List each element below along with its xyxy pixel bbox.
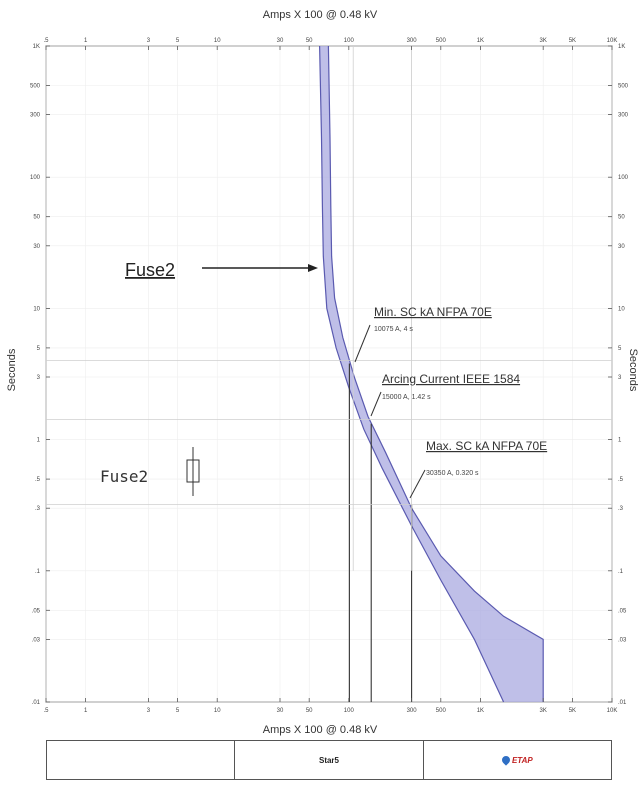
x-tick-label-bottom: 1 bbox=[84, 708, 88, 714]
arcing-annotation: Arcing Current IEEE 1584 15000 A, 1.42 s bbox=[370, 372, 520, 417]
y-tick-label-right: 1 bbox=[618, 438, 622, 444]
x-tick-label-bottom: 30 bbox=[277, 708, 284, 714]
right-axis-title: Seconds bbox=[627, 349, 639, 392]
curve-layer bbox=[319, 45, 544, 703]
x-tick-label-top: 3K bbox=[540, 38, 547, 44]
fuse-band-fill bbox=[319, 46, 544, 702]
y-tick-label-right: 30 bbox=[618, 244, 625, 250]
min-sc-annotation: Min. SC kA NFPA 70E 10075 A, 4 s bbox=[354, 305, 492, 363]
x-tick-label-bottom: 100 bbox=[344, 708, 355, 714]
fuse2-callout: Fuse2 bbox=[125, 260, 318, 280]
y-tick-label-right: 10 bbox=[618, 306, 625, 312]
x-tick-label-bottom: 10 bbox=[214, 708, 221, 714]
y-tick-label-right: .05 bbox=[618, 608, 627, 614]
y-tick-label-left: 1K bbox=[33, 44, 40, 50]
total-clear-curve bbox=[327, 45, 544, 702]
tick-layer: .5 .5 1 1 3 3 5 5 10 10 30 30 50 50 100 100 300 300 500 500… bbox=[30, 38, 629, 714]
y-tick-label-right: 5 bbox=[618, 346, 622, 352]
y-tick-label-left: 300 bbox=[30, 113, 41, 119]
fuse2-callout-label: Fuse2 bbox=[125, 260, 175, 280]
y-tick-label-left: .05 bbox=[32, 608, 41, 614]
y-tick-label-right: 3 bbox=[618, 375, 622, 381]
max-sc-pointer bbox=[409, 469, 426, 499]
y-tick-label-left: 50 bbox=[33, 215, 40, 221]
max-sc-sub: 30350 A, 0.320 s bbox=[426, 470, 479, 477]
y-tick-label-right: 500 bbox=[618, 83, 629, 89]
min-sc-pointer bbox=[354, 324, 371, 363]
top-axis-title: Amps X 100 @ 0.48 kV bbox=[263, 9, 378, 21]
arcing-title: Arcing Current IEEE 1584 bbox=[382, 372, 520, 386]
etap-logo: ETAP bbox=[500, 754, 533, 766]
x-tick-label-top: 10K bbox=[607, 38, 618, 44]
x-tick-label-top: 50 bbox=[306, 38, 313, 44]
arcing-pointer bbox=[370, 391, 382, 417]
x-tick-label-top: 500 bbox=[436, 38, 447, 44]
x-tick-label-top: 100 bbox=[344, 38, 355, 44]
footer-left-cell bbox=[47, 741, 236, 779]
x-tick-label-top: 1 bbox=[84, 38, 88, 44]
y-tick-label-left: 100 bbox=[30, 175, 41, 181]
footer-star-label: Star5 bbox=[318, 755, 339, 765]
y-tick-label-right: .5 bbox=[618, 477, 624, 483]
y-tick-label-left: 500 bbox=[30, 83, 41, 89]
y-tick-label-left: .5 bbox=[35, 477, 41, 483]
max-sc-title: Max. SC kA NFPA 70E bbox=[426, 439, 547, 453]
bottom-axis-title: Amps X 100 @ 0.48 kV bbox=[263, 724, 378, 736]
y-tick-label-left: .03 bbox=[32, 637, 41, 643]
y-tick-label-right: .01 bbox=[618, 700, 627, 706]
x-tick-label-top: 30 bbox=[277, 38, 284, 44]
x-tick-label-bottom: .5 bbox=[43, 708, 49, 714]
x-tick-label-top: 1K bbox=[477, 38, 484, 44]
footer-bar: Star5 ETAP bbox=[46, 740, 612, 780]
y-tick-label-left: 30 bbox=[33, 244, 40, 250]
max-sc-annotation: Max. SC kA NFPA 70E 30350 A, 0.320 s bbox=[409, 439, 547, 499]
left-axis-title: Seconds bbox=[6, 348, 18, 391]
y-tick-label-right: 50 bbox=[618, 215, 625, 221]
fuse-symbol-icon bbox=[186, 447, 200, 496]
min-melt-curve bbox=[319, 45, 505, 703]
x-tick-label-top: 5K bbox=[569, 38, 576, 44]
y-tick-label-right: 1K bbox=[618, 44, 625, 50]
x-tick-label-bottom: 3K bbox=[540, 708, 547, 714]
y-tick-label-right: 100 bbox=[618, 175, 629, 181]
x-tick-label-bottom: 500 bbox=[436, 708, 447, 714]
x-tick-label-bottom: 1K bbox=[477, 708, 484, 714]
fuse2-callout-arrowhead bbox=[308, 264, 318, 272]
x-tick-label-bottom: 300 bbox=[407, 708, 418, 714]
y-tick-label-left: 10 bbox=[33, 306, 40, 312]
footer-middle-cell: Star5 bbox=[235, 741, 424, 779]
y-tick-label-left: .3 bbox=[35, 506, 41, 512]
x-tick-label-top: 5 bbox=[176, 38, 180, 44]
min-sc-title: Min. SC kA NFPA 70E bbox=[374, 305, 492, 319]
logo-text: ETAP bbox=[511, 755, 533, 765]
y-tick-label-right: .1 bbox=[618, 569, 624, 575]
x-tick-label-bottom: 5K bbox=[569, 708, 576, 714]
x-tick-label-top: 300 bbox=[407, 38, 418, 44]
fuse-legend-label: Fuse2 bbox=[100, 467, 148, 486]
x-tick-label-bottom: 50 bbox=[306, 708, 313, 714]
footer-right-cell: ETAP bbox=[424, 741, 611, 779]
arcing-sub: 15000 A, 1.42 s bbox=[382, 394, 431, 401]
min-sc-sub: 10075 A, 4 s bbox=[374, 326, 413, 333]
y-tick-label-left: 3 bbox=[37, 375, 41, 381]
y-tick-label-left: 1 bbox=[37, 438, 41, 444]
y-tick-label-left: 5 bbox=[37, 346, 41, 352]
x-tick-label-top: 3 bbox=[147, 38, 151, 44]
reference-lines bbox=[46, 46, 612, 702]
y-tick-label-right: .03 bbox=[618, 637, 627, 643]
x-tick-label-bottom: 10K bbox=[607, 708, 618, 714]
logo-drop-icon bbox=[500, 754, 512, 766]
x-tick-label-top: .5 bbox=[43, 38, 49, 44]
x-tick-label-top: 10 bbox=[214, 38, 221, 44]
x-tick-label-bottom: 5 bbox=[176, 708, 180, 714]
y-tick-label-right: 300 bbox=[618, 113, 629, 119]
x-tick-label-bottom: 3 bbox=[147, 708, 151, 714]
grid-layer bbox=[45, 45, 613, 703]
y-tick-label-left: .1 bbox=[35, 569, 41, 575]
fuse-legend: Fuse2 bbox=[100, 447, 200, 496]
y-tick-label-right: .3 bbox=[618, 506, 624, 512]
y-tick-label-left: .01 bbox=[32, 700, 41, 706]
